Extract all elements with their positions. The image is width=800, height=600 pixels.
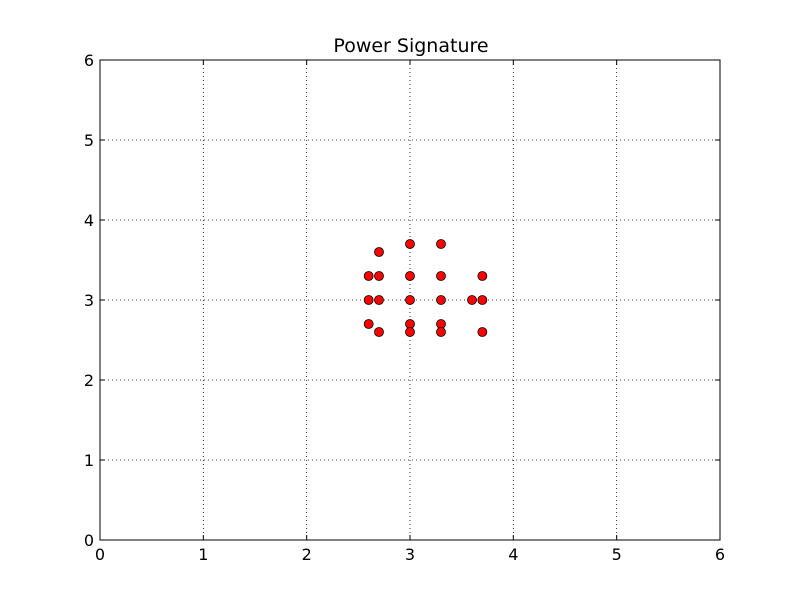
x-axis-tick-labels: 0 1 2 3 4 5 6 xyxy=(95,545,725,564)
data-point xyxy=(436,327,446,337)
axis-ticks xyxy=(99,59,721,541)
data-point xyxy=(436,239,446,249)
data-point xyxy=(477,295,488,305)
data-point xyxy=(374,271,384,281)
data-point xyxy=(477,327,488,337)
x-tick-label: 1 xyxy=(198,545,208,564)
y-tick-label: 0 xyxy=(84,531,94,550)
data-point xyxy=(374,247,384,257)
x-tick-label: 6 xyxy=(715,545,725,564)
data-point xyxy=(436,271,446,281)
data-point xyxy=(436,295,446,305)
chart-title: Power Signature xyxy=(333,35,488,57)
x-tick-label: 2 xyxy=(302,545,312,564)
data-point xyxy=(363,271,374,281)
data-point xyxy=(405,271,415,281)
data-point xyxy=(405,239,415,249)
x-tick-label: 5 xyxy=(612,545,622,564)
data-point xyxy=(477,271,488,281)
y-tick-label: 4 xyxy=(84,211,94,230)
data-point xyxy=(467,295,477,305)
y-axis-tick-labels: 0 1 2 3 4 5 6 xyxy=(84,51,94,550)
y-tick-label: 2 xyxy=(84,371,94,390)
data-point xyxy=(363,295,374,305)
data-points xyxy=(363,239,488,337)
y-tick-label: 6 xyxy=(84,51,94,70)
x-tick-label: 3 xyxy=(405,545,415,564)
data-point xyxy=(405,327,415,337)
x-tick-label: 4 xyxy=(508,545,518,564)
data-point xyxy=(405,295,415,305)
y-tick-label: 1 xyxy=(84,451,94,470)
data-point xyxy=(363,319,374,329)
data-point xyxy=(374,327,384,337)
y-tick-label: 5 xyxy=(84,131,94,150)
data-point xyxy=(374,295,384,305)
y-tick-label: 3 xyxy=(84,291,94,310)
x-tick-label: 0 xyxy=(95,545,105,564)
